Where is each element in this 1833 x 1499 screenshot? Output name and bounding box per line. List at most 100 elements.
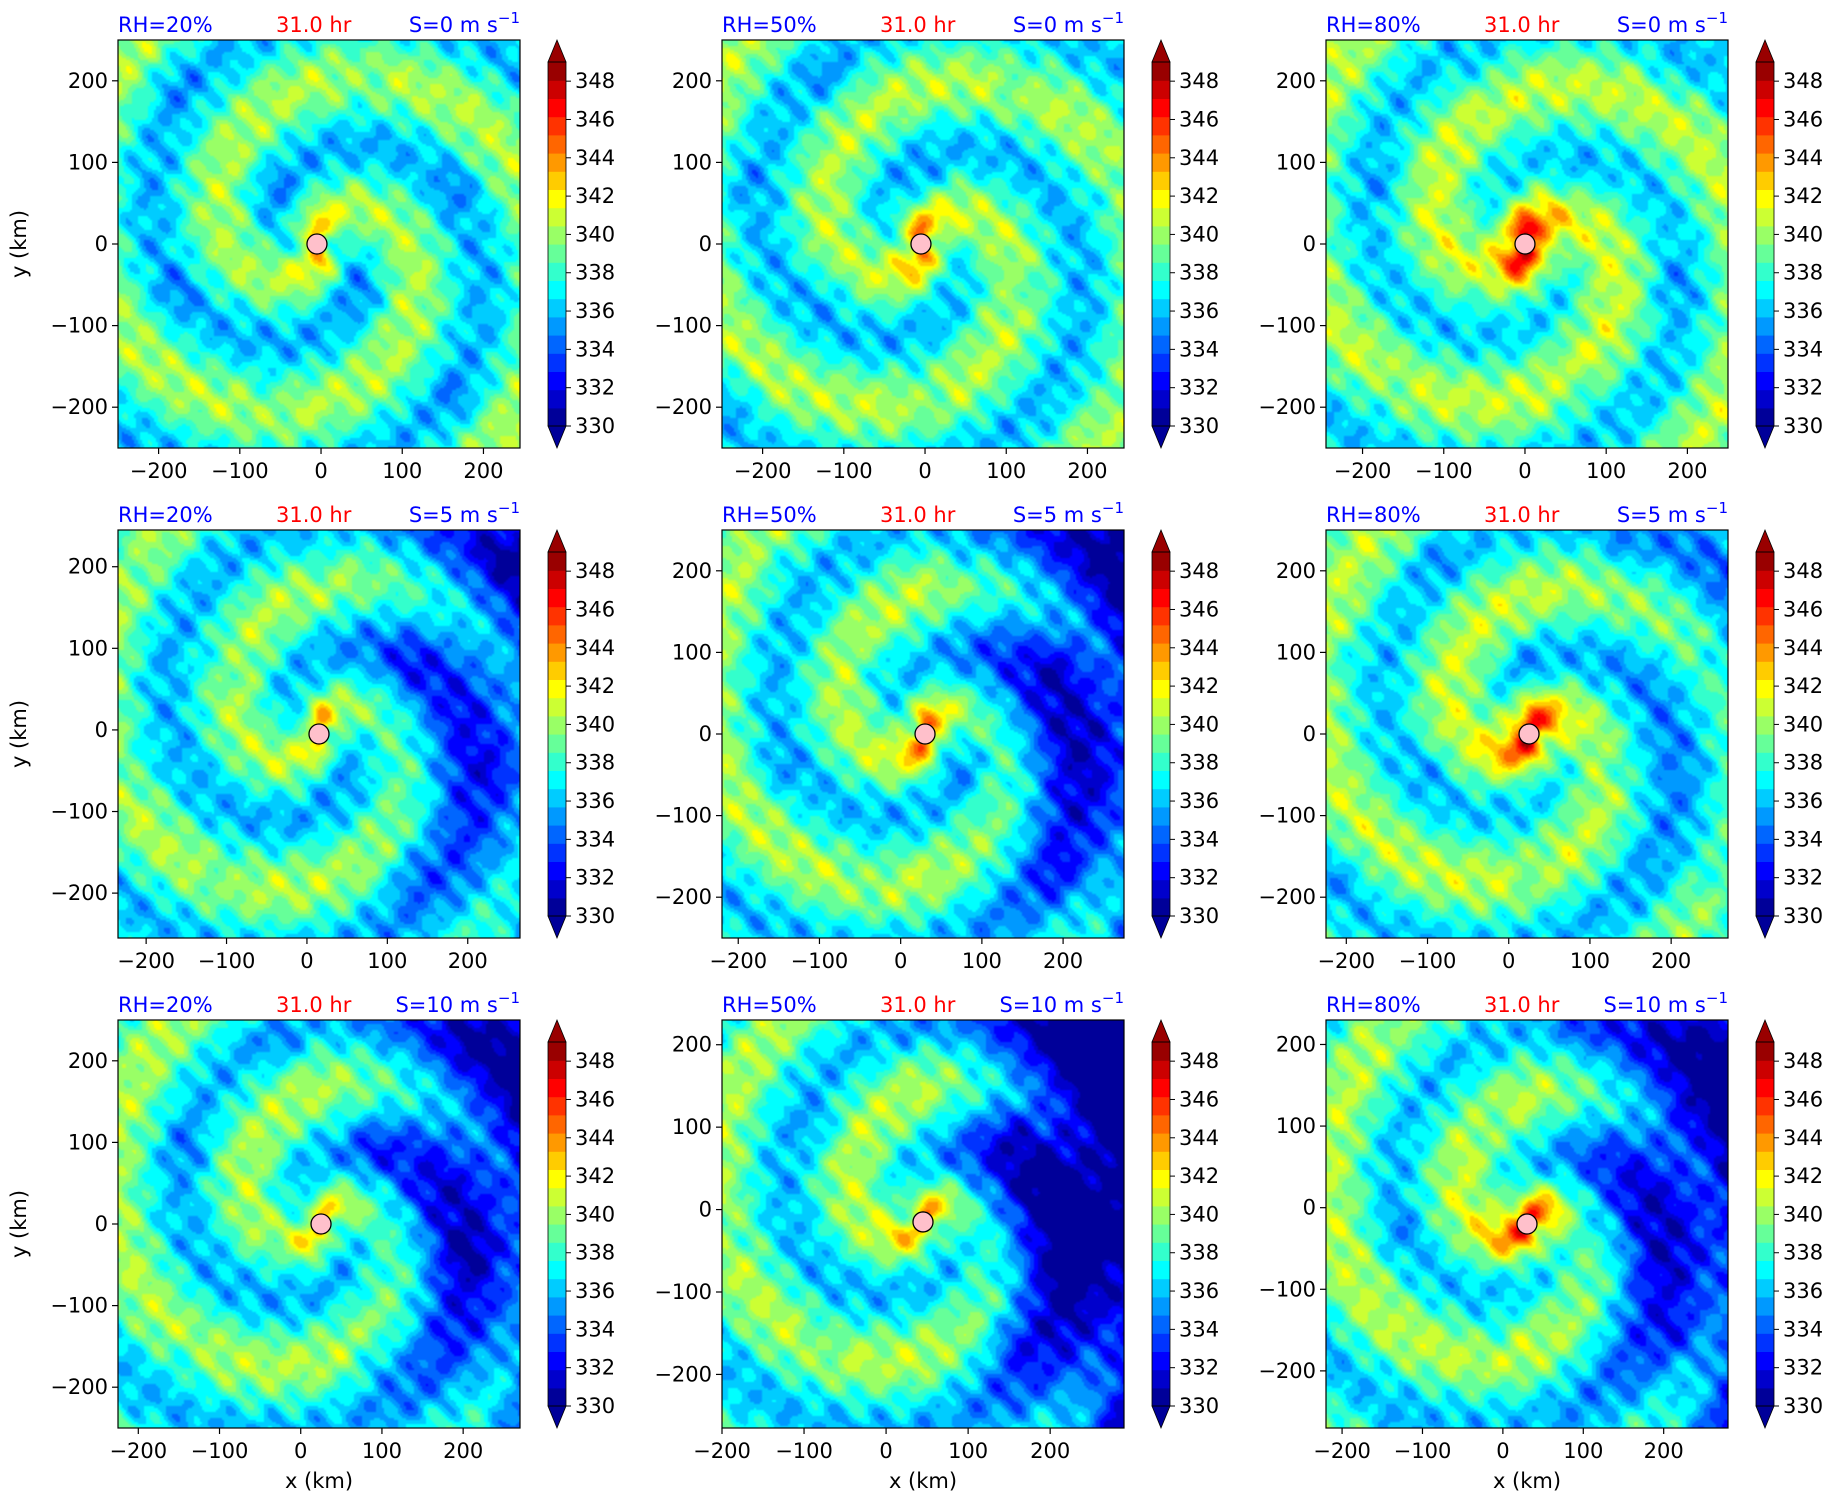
colorbar-level bbox=[1756, 1133, 1774, 1152]
colorbar-tick-label: 336 bbox=[575, 299, 615, 323]
shear-label: S=0 m s−1 bbox=[409, 9, 520, 37]
rh-label: RH=50% bbox=[722, 13, 817, 37]
axes-frame bbox=[1325, 1019, 1729, 1429]
x-tick-label: −100 bbox=[775, 1439, 833, 1463]
x-tick-label: 0 bbox=[294, 1439, 307, 1463]
colorbar-level bbox=[1756, 1114, 1774, 1134]
y-axis-label: y (km) bbox=[7, 700, 31, 768]
colorbar-level bbox=[1756, 62, 1774, 81]
colorbar-frame bbox=[1151, 551, 1171, 917]
colorbar-tick-label: 334 bbox=[1783, 1317, 1823, 1341]
colorbar-level bbox=[548, 80, 566, 99]
colorbar-tick-label: 336 bbox=[1179, 789, 1219, 813]
y-tick-label: 100 bbox=[68, 1130, 108, 1154]
colorbar-level bbox=[548, 62, 566, 81]
y-tick-label: 200 bbox=[68, 1049, 108, 1073]
storm-center-marker bbox=[1514, 233, 1536, 255]
colorbar-tick-label: 346 bbox=[575, 107, 615, 131]
x-tick-label: −200 bbox=[709, 949, 767, 973]
y-tick-label: −200 bbox=[50, 881, 108, 905]
colorbar-level bbox=[1756, 1205, 1774, 1225]
colorbar-level bbox=[1756, 861, 1774, 881]
colorbar-extend-min bbox=[1151, 425, 1171, 450]
colorbar-tick-label: 330 bbox=[575, 414, 615, 438]
colorbar-level bbox=[1152, 335, 1170, 354]
colorbar-level bbox=[1756, 1060, 1774, 1079]
storm-center-marker bbox=[1518, 723, 1540, 745]
colorbar-tick-label: 348 bbox=[575, 69, 615, 93]
colorbar-tick-label: 338 bbox=[575, 751, 615, 775]
y-tick-label: −200 bbox=[50, 1375, 108, 1399]
colorbar-level bbox=[548, 1114, 566, 1134]
colorbar-level bbox=[1152, 80, 1170, 99]
colorbar-level bbox=[1756, 189, 1774, 209]
colorbar-tick-label: 340 bbox=[575, 712, 615, 736]
y-tick-label: −100 bbox=[654, 804, 712, 828]
colorbar-level bbox=[1152, 897, 1170, 917]
colorbar-level bbox=[1152, 1187, 1170, 1207]
colorbar-tick-label: 340 bbox=[575, 222, 615, 246]
colorbar-tick-label: 344 bbox=[1179, 636, 1219, 660]
colorbar: 330 332 334 336 338 340 342 344 346 348 bbox=[1151, 528, 1219, 940]
colorbar-level bbox=[548, 371, 566, 391]
colorbar-level bbox=[1756, 1169, 1774, 1189]
rh-label: RH=20% bbox=[118, 503, 213, 527]
colorbar-extend-max bbox=[1755, 1018, 1775, 1043]
colorbar: 330 332 334 336 338 340 342 344 346 348 bbox=[547, 1018, 615, 1430]
colorbar-level bbox=[1152, 153, 1170, 172]
y-tick-label: 100 bbox=[672, 1115, 712, 1139]
y-tick-label: −100 bbox=[50, 800, 108, 824]
colorbar-tick-label: 332 bbox=[575, 866, 615, 890]
colorbar-level bbox=[1152, 606, 1170, 626]
time-label: 31.0 hr bbox=[1484, 503, 1560, 527]
x-tick-label: 0 bbox=[1502, 949, 1515, 973]
axes-frame bbox=[721, 1019, 1125, 1429]
colorbar-level bbox=[1152, 570, 1170, 589]
y-tick-label: 100 bbox=[68, 150, 108, 174]
colorbar-frame bbox=[1151, 1041, 1171, 1407]
colorbar-level bbox=[1152, 697, 1170, 717]
colorbar-level bbox=[548, 697, 566, 717]
colorbar-extend-min bbox=[1151, 915, 1171, 940]
colorbar-level bbox=[548, 1042, 566, 1061]
colorbar-level bbox=[548, 225, 566, 245]
x-tick-label: 0 bbox=[879, 1439, 892, 1463]
panel: −200 −100 0 100 200 −200 −100 0 100 200 RH=80% 31.0… bbox=[1258, 9, 1823, 483]
colorbar-extend-max bbox=[1755, 38, 1775, 63]
colorbar-level bbox=[1756, 353, 1774, 372]
x-tick-label: 200 bbox=[1030, 1439, 1070, 1463]
colorbar-tick-label: 334 bbox=[1179, 1317, 1219, 1341]
colorbar-tick-label: 338 bbox=[1783, 751, 1823, 775]
x-tick-label: −100 bbox=[211, 459, 269, 483]
colorbar-tick-label: 334 bbox=[1179, 827, 1219, 851]
y-tick-label: −200 bbox=[1258, 885, 1316, 909]
colorbar-extend-max bbox=[547, 1018, 567, 1043]
x-tick-label: 100 bbox=[986, 459, 1026, 483]
colorbar-level bbox=[1756, 1315, 1774, 1334]
y-tick-label: 0 bbox=[95, 1212, 108, 1236]
colorbar-level bbox=[548, 280, 566, 300]
colorbar-level bbox=[548, 298, 566, 318]
colorbar-tick-label: 344 bbox=[1783, 146, 1823, 170]
x-tick-label: 200 bbox=[463, 459, 503, 483]
colorbar-tick-label: 330 bbox=[575, 1394, 615, 1418]
colorbar-extend-max bbox=[1151, 38, 1171, 63]
colorbar-level bbox=[1756, 134, 1774, 154]
colorbar-tick-label: 342 bbox=[1783, 184, 1823, 208]
colorbar-level bbox=[1152, 98, 1170, 118]
shear-label: S=5 m s−1 bbox=[1617, 499, 1728, 527]
colorbar-level bbox=[1152, 207, 1170, 227]
colorbar-level bbox=[548, 262, 566, 281]
x-tick-label: 200 bbox=[448, 949, 488, 973]
colorbar-level bbox=[1152, 1278, 1170, 1298]
x-tick-label: −100 bbox=[791, 949, 849, 973]
x-tick-label: 100 bbox=[962, 949, 1002, 973]
x-tick-label: 0 bbox=[918, 459, 931, 483]
colorbar: 330 332 334 336 338 340 342 344 346 348 bbox=[547, 528, 615, 940]
colorbar-level bbox=[1152, 225, 1170, 245]
colorbar-level bbox=[1756, 298, 1774, 318]
x-tick-label: 200 bbox=[1651, 949, 1691, 973]
panel: −200 −100 0 100 200 −200 −100 0 100 200 x (km) RH=8… bbox=[1258, 989, 1823, 1493]
rh-label: RH=80% bbox=[1326, 13, 1421, 37]
y-tick-label: −100 bbox=[1258, 314, 1316, 338]
